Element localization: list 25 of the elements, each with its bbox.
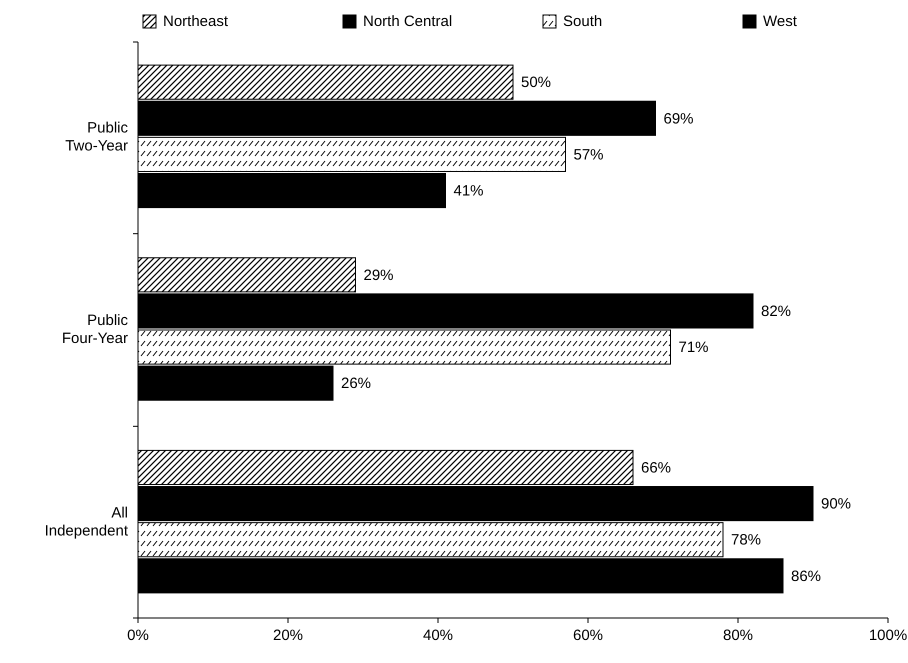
x-tick-label: 0% bbox=[127, 627, 149, 644]
y-tick-label: Public Four-Year bbox=[62, 312, 128, 347]
legend-label: South bbox=[563, 12, 602, 30]
data-label: 26% bbox=[341, 375, 372, 392]
x-tick-label: 60% bbox=[572, 627, 604, 644]
data-label: 90% bbox=[821, 496, 852, 513]
data-label: 66% bbox=[641, 459, 672, 476]
y-tick-label: Public Two-Year bbox=[65, 119, 128, 154]
data-label: 86% bbox=[791, 568, 822, 585]
data-label: 78% bbox=[731, 532, 762, 549]
y-tick-label: All Independent bbox=[44, 504, 129, 540]
data-label: 82% bbox=[761, 302, 792, 320]
data-label: 50% bbox=[521, 74, 552, 92]
data-label: 69% bbox=[664, 110, 694, 128]
legend-label: North Central bbox=[363, 12, 452, 30]
x-tick-label: 80% bbox=[722, 627, 754, 644]
x-tick-label: 100% bbox=[868, 627, 908, 644]
x-tick-label: 40% bbox=[422, 627, 454, 644]
data-label: 57% bbox=[574, 146, 604, 164]
data-label: 71% bbox=[678, 339, 709, 356]
legend-label: West bbox=[763, 12, 798, 30]
x-tick-label: 20% bbox=[272, 627, 304, 644]
legend-label: Northeast bbox=[163, 12, 229, 30]
data-label: 29% bbox=[364, 266, 394, 284]
data-label: 41% bbox=[454, 182, 484, 200]
